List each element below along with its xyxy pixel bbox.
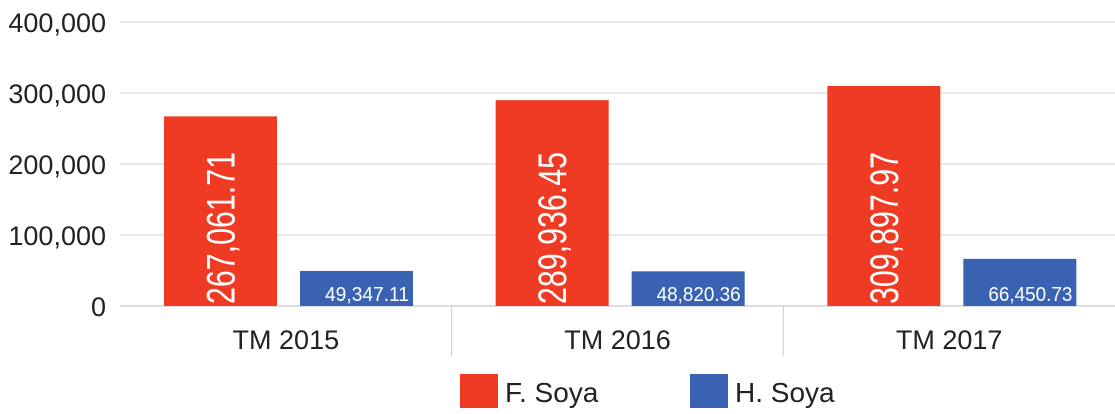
y-tick-label: 300,000 [8, 79, 106, 109]
data-label: 267,061.71 [200, 152, 244, 304]
legend-swatch [460, 374, 498, 408]
y-tick-label: 100,000 [8, 221, 106, 251]
bar [631, 271, 745, 306]
y-tick-label: 400,000 [8, 8, 106, 38]
data-label: 309,897.97 [863, 152, 907, 304]
bar [963, 258, 1077, 306]
bar [827, 85, 941, 306]
x-tick-label: TM 2017 [896, 325, 1003, 355]
bar [495, 100, 609, 307]
y-tick-label: 0 [91, 292, 106, 322]
data-label: 48,820.36 [657, 284, 741, 306]
legend-label: F. Soya [505, 377, 599, 408]
legend-label: H. Soya [735, 377, 835, 408]
x-tick-label: TM 2016 [564, 325, 671, 355]
data-label: 289,936.45 [531, 152, 575, 304]
bar [164, 116, 277, 306]
legend-swatch [690, 374, 728, 408]
y-tick-label: 200,000 [8, 150, 106, 180]
bar [300, 270, 413, 306]
data-label: 49,347.11 [325, 284, 409, 306]
data-label: 66,450.73 [988, 284, 1072, 306]
x-tick-label: TM 2015 [233, 325, 340, 355]
